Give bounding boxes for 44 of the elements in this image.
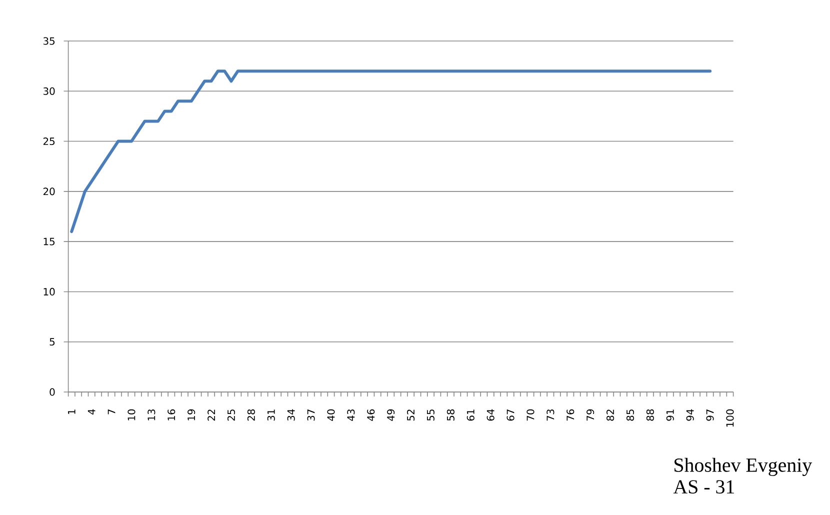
x-tick-label: 40 bbox=[327, 409, 335, 421]
text: Shoshev Evgeniy bbox=[674, 458, 812, 476]
x-tick-label: 46 bbox=[367, 409, 375, 421]
x-tick-label: 70 bbox=[526, 409, 534, 421]
y-tick-label: 20 bbox=[43, 188, 55, 196]
x-tick-label: 49 bbox=[387, 409, 395, 421]
x-tick-label: 22 bbox=[208, 410, 215, 421]
y-tick-label: 10 bbox=[44, 288, 55, 296]
y-tick-label: 30 bbox=[43, 87, 55, 95]
x-tick-label: 37 bbox=[307, 410, 315, 421]
x-tick-label: 58 bbox=[446, 409, 454, 421]
x-tick-label: 16 bbox=[168, 409, 176, 420]
x-tick-label: 88 bbox=[646, 409, 654, 421]
y-tick-label: 5 bbox=[50, 338, 55, 346]
x-tick-label: 91 bbox=[666, 410, 674, 421]
x-tick-label: 34 bbox=[287, 409, 295, 421]
x-tick-label: 67 bbox=[506, 410, 514, 421]
x-tick-label: 25 bbox=[227, 410, 235, 421]
x-tick-label: 61 bbox=[466, 410, 474, 421]
x-tick-label: 100 bbox=[726, 409, 734, 427]
x-tick-label: 31 bbox=[267, 410, 275, 421]
y-tick-label: 35 bbox=[43, 37, 55, 45]
x-tick-label: 28 bbox=[247, 409, 255, 421]
x-tick-label: 10 bbox=[128, 409, 136, 420]
x-tick-label: 52 bbox=[407, 410, 415, 421]
y-tick-label: 0 bbox=[50, 388, 55, 396]
x-tick-label: 55 bbox=[427, 410, 434, 421]
x-tick-label: 76 bbox=[566, 409, 574, 421]
y-tick-label: 25 bbox=[43, 138, 55, 146]
y-tick-label: 15 bbox=[44, 238, 55, 246]
x-tick-label: 13 bbox=[148, 409, 156, 420]
x-tick-label: 85 bbox=[626, 410, 634, 421]
x-tick-label: 43 bbox=[347, 409, 355, 421]
x-tick-label: 1 bbox=[68, 410, 76, 414]
x-tick-label: 4 bbox=[88, 409, 96, 415]
x-tick-label: 94 bbox=[686, 409, 694, 421]
x-tick-label: 79 bbox=[586, 409, 594, 421]
x-tick-label: 82 bbox=[606, 410, 614, 421]
text: AS - 31 bbox=[673, 480, 734, 494]
x-tick-label: 64 bbox=[486, 409, 494, 421]
x-tick-label: 7 bbox=[108, 410, 116, 414]
x-tick-label: 73 bbox=[546, 409, 554, 421]
x-tick-label: 19 bbox=[188, 409, 196, 420]
x-tick-label: 97 bbox=[706, 410, 714, 421]
